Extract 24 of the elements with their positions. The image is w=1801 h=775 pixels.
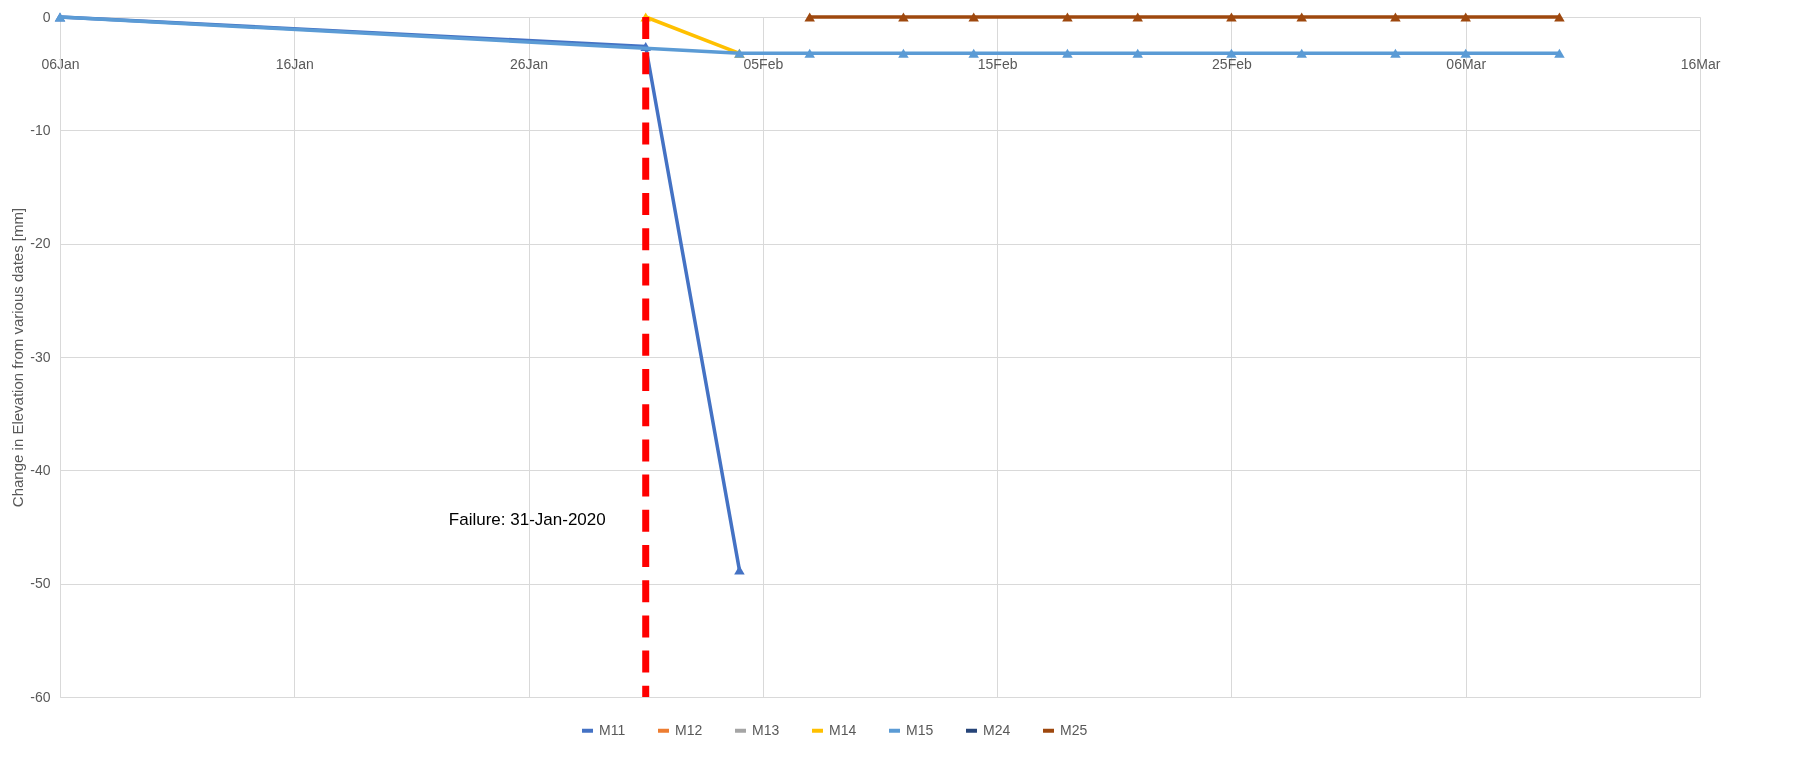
y-tick-label: -60 <box>30 688 51 705</box>
legend-label: M15 <box>906 721 934 738</box>
x-tick-label: 05Feb <box>743 55 784 72</box>
y-tick-label: -50 <box>30 575 51 592</box>
x-tick-label: 16Jan <box>275 55 314 72</box>
y-tick-label: -30 <box>30 348 51 365</box>
y-tick-label: 0 <box>42 8 51 25</box>
x-tick-label: 06Jan <box>41 55 80 72</box>
legend-label: M14 <box>829 721 857 738</box>
x-tick-label: 25Feb <box>1212 55 1252 72</box>
y-axis-title: Change in Elevation from various dates [mm] <box>9 207 27 508</box>
x-tick-label: 06Mar <box>1446 55 1487 72</box>
y-tick-label: -40 <box>30 461 51 478</box>
legend-label: M13 <box>752 721 780 738</box>
x-tick-label: 16Mar <box>1680 55 1721 72</box>
legend-label: M12 <box>675 721 703 738</box>
x-tick-label: 26Jan <box>509 55 549 72</box>
y-tick-label: -20 <box>30 235 51 252</box>
ref-line-label: Failure: 31-Jan-2020 <box>448 510 606 530</box>
legend-label: M24 <box>983 721 1011 738</box>
x-tick-label: 15Feb <box>977 55 1018 72</box>
legend-label: M25 <box>1060 721 1088 738</box>
y-tick-label: -10 <box>30 121 51 138</box>
legend-label: M11 <box>599 721 626 738</box>
